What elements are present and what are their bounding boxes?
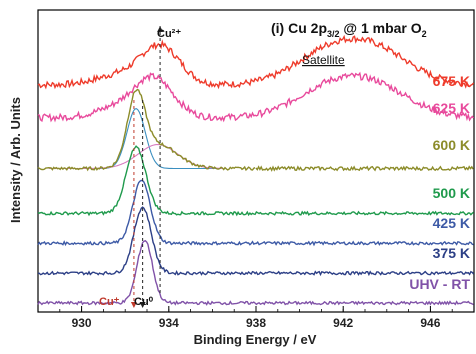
series-line <box>37 239 474 306</box>
plot-frame <box>37 9 475 313</box>
x-tick-label: 930 <box>72 316 92 330</box>
x-tick-label: 942 <box>333 316 353 330</box>
series-layer <box>37 34 475 306</box>
series-line <box>37 71 475 123</box>
series-line <box>37 179 474 247</box>
reference-lines <box>130 26 164 308</box>
x-tick-label: 938 <box>246 316 266 330</box>
series-line <box>37 206 475 277</box>
x-tick-label: 934 <box>159 316 179 330</box>
annotation-satellite: Satellite <box>302 53 345 67</box>
chart-title: (i) Cu 2p3/2 @ 1 mbar O2 <box>271 20 427 39</box>
series-label: 375 K <box>433 245 470 261</box>
series-label: 675 K <box>433 73 470 89</box>
annotation-cuplus: Cu⁺ <box>99 296 120 308</box>
series-labels: 675 K 625 K 600 K 500 K 425 K 375 K UHV - RT <box>409 73 470 292</box>
series-line <box>37 88 256 172</box>
series-line <box>37 145 474 217</box>
y-axis-title: Intensity / Arb. Units <box>8 97 23 223</box>
annotation-cu0: Cu⁰ <box>134 296 154 308</box>
x-tick-label: 946 <box>420 316 440 330</box>
series-line <box>37 34 475 90</box>
fit-component-line <box>48 108 223 170</box>
reference-arrowhead <box>130 302 137 308</box>
series-label: UHV - RT <box>409 276 470 292</box>
reference-arrowhead <box>157 26 164 32</box>
x-axis: 930 934 938 942 946 <box>37 306 475 330</box>
series-line-tail <box>255 165 474 172</box>
annotation-cu2plus: Cu²⁺ <box>157 28 181 40</box>
x-axis-title: Binding Energy / eV <box>194 332 317 347</box>
reference-arrowhead <box>139 302 146 308</box>
series-label: 600 K <box>433 137 470 153</box>
series-label: 425 K <box>433 215 470 231</box>
series-label: 500 K <box>433 185 470 201</box>
series-label: 625 K <box>433 100 470 116</box>
